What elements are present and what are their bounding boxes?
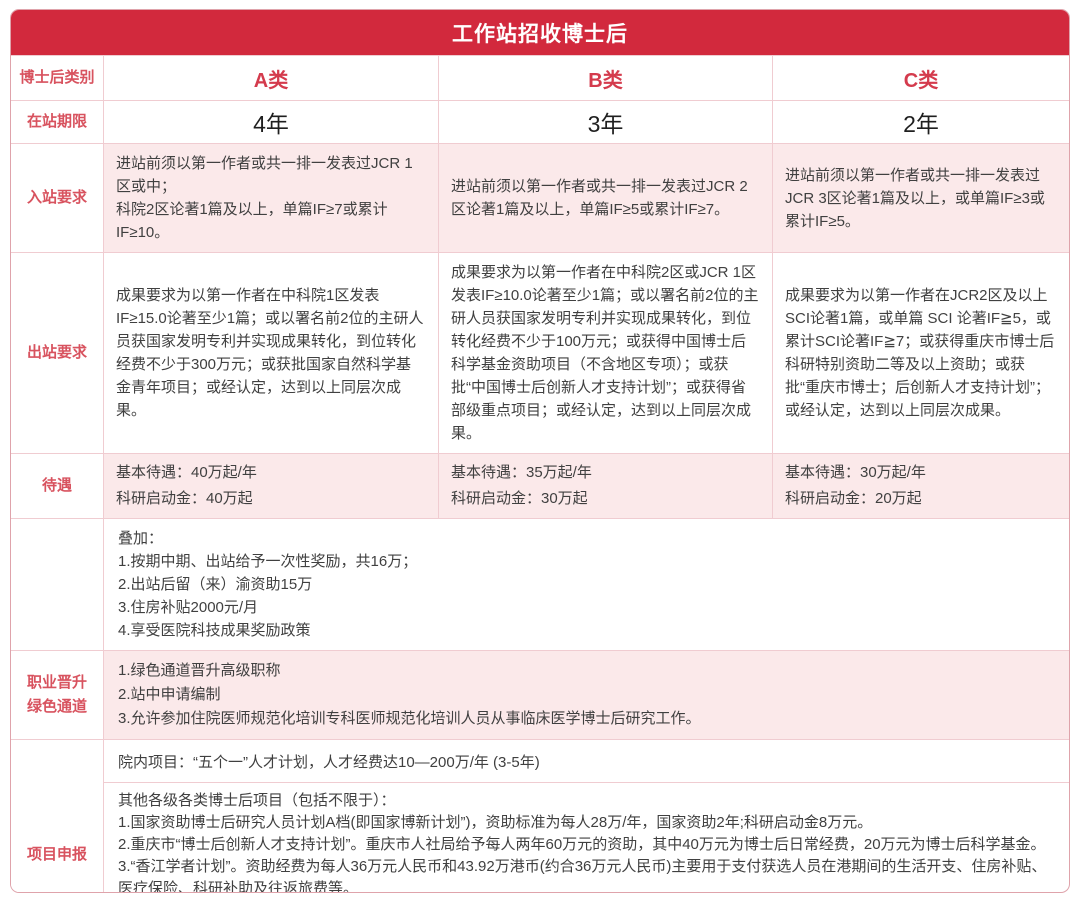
- row-project-application: 项目申报 院内项目：“五个一”人才计划，人才经费达10—200万/年 (3-5年…: [11, 739, 1069, 893]
- benefit-fund-c: 科研启动金：20万起: [785, 490, 922, 507]
- benefit-fund-b: 科研启动金：30万起: [451, 490, 588, 507]
- row-entry-requirements: 入站要求 进站前须以第一作者或共一排一发表过JCR 1区或中； 科院2区论著1篇…: [11, 143, 1069, 252]
- table-title-bar: 工作站招收博士后: [11, 10, 1069, 55]
- benefits-class-b: 基本待遇：35万起/年 科研启动金：30万起: [438, 454, 772, 518]
- career-item-1: 1.绿色通道晋升高级职称: [118, 662, 281, 679]
- row-exit-requirements: 出站要求 成果要求为以第一作者在中科院1区发表IF≥15.0论著至少1篇；或以署…: [11, 252, 1069, 453]
- postdoc-recruitment-table: 工作站招收博士后 博士后类别 A类 B类 C类 在站期限 4年 3年 2年 入站…: [10, 9, 1070, 893]
- stacking-item-2: 2.出站后留（来）渝资助15万: [118, 576, 313, 593]
- career-item-3: 3.允许参加住院医师规范化培训专科医师规范化培训人员从事临床医学博士后研究工作。: [118, 710, 701, 727]
- column-header-class-b: B类: [438, 56, 772, 100]
- row-label-project-application: 项目申报: [11, 740, 103, 892]
- row-label-stacking-empty: [11, 519, 103, 650]
- project-item-3: 3.“香江学者计划”。资助经费为每人36万元人民币和43.92万港币(约合36万…: [118, 858, 1047, 893]
- duration-class-c: 2年: [772, 101, 1069, 143]
- row-stacking-bonus: 叠加： 1.按期中期、出站给予一次性奖励，共16万； 2.出站后留（来）渝资助1…: [11, 518, 1069, 650]
- benefits-class-c: 基本待遇：30万起/年 科研启动金：20万起: [772, 454, 1069, 518]
- benefit-base-b: 基本待遇：35万起/年: [451, 464, 592, 481]
- project-internal-programs: 院内项目：“五个一”人才计划，人才经费达10—200万/年 (3-5年): [104, 740, 1069, 783]
- career-green-channel-content: 1.绿色通道晋升高级职称 2.站中申请编制 3.允许参加住院医师规范化培训专科医…: [103, 651, 1069, 739]
- row-benefits: 待遇 基本待遇：40万起/年 科研启动金：40万起 基本待遇：35万起/年 科研…: [11, 453, 1069, 518]
- row-label-duration: 在站期限: [11, 101, 103, 143]
- project-other-programs: 其他各级各类博士后项目（包括不限于）： 1.国家资助博士后研究人员计划A档(即国…: [104, 783, 1069, 893]
- benefits-class-a: 基本待遇：40万起/年 科研启动金：40万起: [103, 454, 438, 518]
- entry-req-class-c: 进站前须以第一作者或共一排一发表过JCR 3区论著1篇及以上，或单篇IF≥3或累…: [772, 144, 1069, 252]
- benefit-fund-a: 科研启动金：40万起: [116, 490, 253, 507]
- row-label-category: 博士后类别: [11, 56, 103, 100]
- career-item-2: 2.站中申请编制: [118, 686, 221, 703]
- stacking-item-1: 1.按期中期、出站给予一次性奖励，共16万；: [118, 553, 418, 570]
- column-header-class-a: A类: [103, 56, 438, 100]
- entry-req-class-a: 进站前须以第一作者或共一排一发表过JCR 1区或中； 科院2区论著1篇及以上，单…: [103, 144, 438, 252]
- duration-class-b: 3年: [438, 101, 772, 143]
- career-label-line1: 职业晋升: [26, 674, 87, 691]
- stacking-title: 叠加：: [118, 530, 164, 547]
- project-item-2: 2.重庆市“博士后创新人才支持计划”。重庆市人社局给予每人两年60万元的资助，其…: [118, 836, 1046, 853]
- duration-class-a: 4年: [103, 101, 438, 143]
- column-header-class-c: C类: [772, 56, 1069, 100]
- benefit-base-a: 基本待遇：40万起/年: [116, 464, 257, 481]
- row-label-benefits: 待遇: [11, 454, 103, 518]
- page-title: 工作站招收博士后: [452, 22, 628, 46]
- exit-req-class-a: 成果要求为以第一作者在中科院1区发表IF≥15.0论著至少1篇；或以署名前2位的…: [103, 253, 438, 453]
- stacking-bonus-content: 叠加： 1.按期中期、出站给予一次性奖励，共16万； 2.出站后留（来）渝资助1…: [103, 519, 1069, 650]
- row-label-entry-requirements: 入站要求: [11, 144, 103, 252]
- stacking-item-4: 4.享受医院科技成果奖励政策: [118, 622, 311, 639]
- career-label-line2: 绿色通道: [26, 698, 87, 715]
- stacking-item-3: 3.住房补贴2000元/月: [118, 599, 259, 616]
- row-career-green-channel: 职业晋升 绿色通道 1.绿色通道晋升高级职称 2.站中申请编制 3.允许参加住院…: [11, 650, 1069, 739]
- row-label-exit-requirements: 出站要求: [11, 253, 103, 453]
- exit-req-class-b: 成果要求为以第一作者在中科院2区或JCR 1区发表IF≥10.0论著至少1篇；或…: [438, 253, 772, 453]
- project-application-content: 院内项目：“五个一”人才计划，人才经费达10—200万/年 (3-5年) 其他各…: [103, 740, 1069, 893]
- row-label-career-green-channel: 职业晋升 绿色通道: [11, 651, 103, 739]
- exit-req-class-c: 成果要求为以第一作者在JCR2区及以上SCI论著1篇，或单篇 SCI 论著IF≧…: [772, 253, 1069, 453]
- row-duration: 在站期限 4年 3年 2年: [11, 100, 1069, 143]
- project-item-1: 1.国家资助博士后研究人员计划A档(即国家博新计划”)，资助标准为每人28万/年…: [118, 814, 873, 831]
- entry-req-class-b: 进站前须以第一作者或共一排一发表过JCR 2区论著1篇及以上，单篇IF≥5或累计…: [438, 144, 772, 252]
- project-others-title: 其他各级各类博士后项目（包括不限于）：: [118, 792, 396, 809]
- row-category: 博士后类别 A类 B类 C类: [11, 55, 1069, 100]
- benefit-base-c: 基本待遇：30万起/年: [785, 464, 926, 481]
